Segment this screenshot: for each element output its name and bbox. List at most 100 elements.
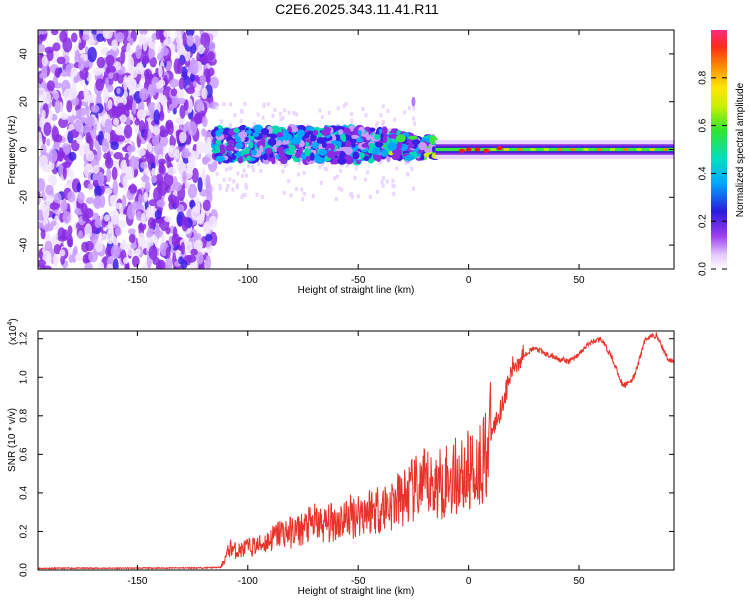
spectrogram-cell	[369, 127, 376, 132]
spectrogram-cell	[159, 125, 166, 138]
spectrogram-cell	[173, 58, 181, 75]
spectrogram-cell	[411, 186, 415, 191]
spectrogram-cell	[368, 195, 372, 200]
spectrogram-cell	[340, 187, 344, 192]
spectrogram-cell	[406, 172, 410, 177]
spectrogram-cell	[48, 148, 58, 164]
spectrogram-cell	[114, 227, 122, 237]
spectrogram-cell	[350, 112, 354, 117]
spectrogram-y-tick-label: 20	[19, 96, 30, 108]
snr-x-tick-label: 50	[573, 576, 585, 587]
spectrogram-cell	[288, 146, 296, 152]
spectrogram-cell	[153, 109, 160, 125]
spectrogram-cell	[357, 130, 362, 135]
spectrogram-cell	[282, 129, 289, 138]
spectrogram-cell	[257, 161, 261, 166]
spectrogram-cell	[111, 39, 118, 51]
spectrogram-cell	[96, 56, 106, 69]
spectrogram-cell	[252, 132, 260, 138]
chart-title: C2E6.2025.343.11.41.R11	[275, 1, 439, 17]
spectrogram-cell	[388, 134, 399, 139]
spectrogram-cell	[198, 56, 209, 64]
spectrogram-cell	[335, 174, 339, 179]
spectrogram-cell	[259, 144, 264, 153]
spectrogram-cell	[364, 155, 370, 162]
colorbar: 0.0 0.2 0.4 0.6 0.8 Normalized spectral ampl…	[698, 30, 746, 276]
spectrogram-cell	[198, 44, 205, 55]
spectrogram-cell	[354, 166, 358, 171]
spectrogram-cell	[274, 160, 278, 165]
spectrogram-cell	[160, 94, 168, 106]
spectrogram-cell	[218, 183, 222, 188]
spectrogram-cell	[181, 147, 190, 159]
spectrogram-cell	[392, 184, 396, 189]
spectrogram-cell	[67, 225, 73, 236]
spectrogram-cell	[364, 113, 368, 118]
spectrogram-cell	[126, 145, 136, 153]
spectrogram-cell	[238, 131, 248, 139]
spectrogram-cell	[41, 91, 52, 105]
spectrogram-cell	[126, 75, 135, 89]
spectrogram-cell	[124, 152, 129, 161]
spectrogram-cell	[85, 115, 95, 128]
spectrogram-cell	[56, 56, 66, 65]
colorbar-tick-label: 0.8	[698, 70, 709, 84]
spectrogram-cell	[259, 168, 263, 173]
spectrogram-cell	[136, 109, 147, 120]
spectrogram-cell	[176, 204, 185, 215]
spectrogram-cell	[318, 164, 322, 169]
spectrogram-cell	[68, 151, 77, 161]
spectrogram-cell	[86, 135, 92, 144]
spectrogram-cell	[62, 211, 71, 224]
spectrogram-cell	[345, 140, 352, 149]
spectrogram-cell	[293, 157, 301, 162]
spectrogram-cell	[168, 103, 175, 111]
spectrogram-cell	[530, 148, 536, 151]
spectrogram-cell	[350, 195, 354, 200]
spectrogram-x-tick-label: -50	[351, 275, 366, 286]
spectrogram-cell	[176, 42, 181, 59]
spectrogram-cell	[103, 87, 109, 104]
spectrogram-cell	[287, 179, 291, 184]
spectrogram-cell	[201, 87, 208, 100]
spectrogram-cell	[148, 199, 158, 207]
snr-y-tick-label: 1.0	[19, 370, 30, 384]
spectrogram-cell	[77, 230, 84, 239]
spectrogram-cell	[503, 148, 509, 151]
spectrogram-cell	[556, 148, 562, 151]
spectrogram-cell	[379, 113, 383, 118]
spectrogram-cell	[233, 128, 240, 134]
spectrogram-cell	[128, 233, 136, 244]
spectrogram-cell	[247, 164, 251, 169]
spectrogram-cell	[255, 125, 263, 132]
spectrogram-cell	[389, 127, 393, 132]
spectrogram-cell	[596, 148, 602, 151]
spectrogram-cell	[305, 141, 310, 147]
spectrogram-cell	[350, 134, 360, 139]
spectrogram-cell	[381, 104, 385, 109]
spectrogram-cell	[225, 187, 229, 192]
spectrogram-cell	[112, 258, 119, 269]
spectrogram-cell	[218, 186, 222, 191]
spectrogram-cell	[152, 126, 161, 136]
spectrogram-cell	[38, 178, 46, 192]
spectrogram-cell	[260, 195, 264, 200]
snr-panel: -150 -100 -50 0 50 0.0 0.2 0.4 0.6 0.8 1.0 1.2 Heig…	[7, 318, 675, 597]
spectrogram-cell	[170, 88, 178, 97]
spectrogram-cell	[46, 49, 54, 62]
spectrogram-cell	[391, 153, 401, 161]
spectrogram-cell	[182, 31, 187, 47]
spectrogram-cell	[190, 72, 196, 83]
spectrogram-cell	[222, 177, 226, 182]
spectrogram-cell	[305, 123, 309, 128]
spectrogram-cell	[295, 112, 299, 117]
spectrogram-cell	[127, 228, 136, 235]
spectrogram-cell	[92, 66, 102, 76]
spectrogram-cell	[40, 229, 46, 240]
spectrogram-cell	[147, 142, 153, 153]
spectrogram-cell	[381, 122, 385, 127]
spectrogram-cell	[283, 108, 287, 113]
spectrogram-cell	[96, 33, 105, 43]
spectrogram-cell	[339, 151, 346, 158]
spectrogram-cell	[326, 150, 336, 159]
